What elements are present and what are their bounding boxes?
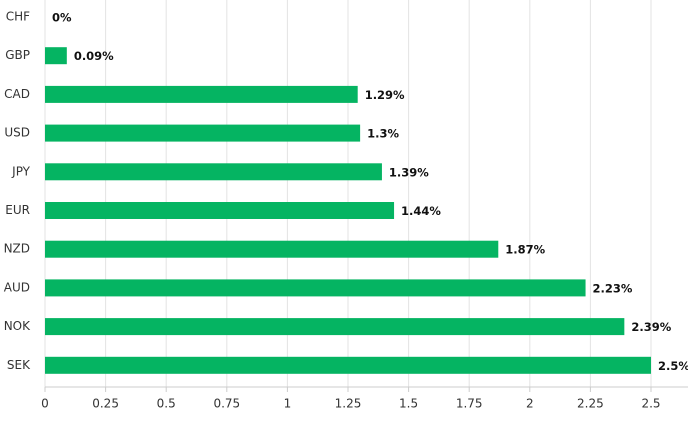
value-label: 2.5% [658, 359, 688, 373]
x-tick-label: 2.5 [641, 397, 660, 411]
y-tick-label: JPY [11, 164, 31, 178]
value-label: 1.3% [367, 127, 399, 141]
x-tick-label: 1.25 [335, 397, 362, 411]
y-tick-label: USD [4, 126, 30, 140]
bar [45, 47, 67, 65]
value-label: 1.39% [389, 165, 429, 179]
y-tick-label: NOK [4, 319, 31, 333]
bar [45, 318, 625, 336]
bar [45, 124, 361, 142]
value-label: 0% [52, 11, 72, 25]
x-tick-label: 0.5 [157, 397, 176, 411]
x-tick-label: 2 [526, 397, 534, 411]
bar [45, 202, 395, 219]
y-tick-label: EUR [5, 203, 30, 217]
x-tick-label: 0 [41, 397, 49, 411]
y-tick-label: SEK [7, 358, 31, 372]
x-tick-label: 1 [284, 397, 292, 411]
value-label: 1.87% [505, 243, 545, 257]
x-tick-label: 0.75 [213, 397, 240, 411]
y-tick-label: CAD [4, 87, 30, 101]
x-tick-label: 0.25 [92, 397, 119, 411]
y-tick-label: AUD [4, 280, 30, 294]
bar [45, 163, 382, 181]
y-tick-label: NZD [4, 242, 30, 256]
y-tick-label: CHF [6, 10, 30, 24]
value-label: 1.29% [365, 88, 405, 102]
x-tick-label: 1.5 [399, 397, 418, 411]
value-label: 2.39% [631, 320, 671, 334]
bar [45, 356, 651, 374]
value-label: 1.44% [401, 204, 441, 218]
bar [45, 240, 499, 258]
value-label: 2.23% [593, 281, 633, 295]
bar [45, 85, 358, 103]
y-tick-label: GBP [5, 48, 30, 62]
bar [45, 279, 586, 297]
x-tick-label: 1.75 [456, 397, 483, 411]
value-label: 0.09% [74, 49, 114, 63]
x-tick-label: 2.25 [577, 397, 604, 411]
